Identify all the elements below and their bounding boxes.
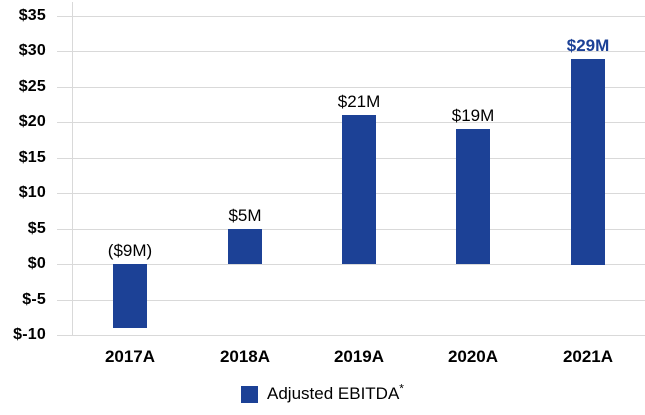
gridline-$25 [57,87,645,88]
legend-label: Adjusted EBITDA* [267,381,404,403]
value-label-2017A: ($9M) [107,241,153,260]
x-label-2021A: 2021A [562,347,614,366]
y-tick-label-$0: $0 [27,255,46,272]
y-axis-line [72,2,73,335]
y-tick-label-$-5: $-5 [22,291,46,308]
y-tick-label-$20: $20 [18,113,46,130]
bar-2018A[interactable] [228,229,262,264]
value-label-2019A: $21M [337,92,381,111]
value-label-2021A: $29M [566,36,610,55]
gridline-$0 [57,264,645,265]
gridline-$-5 [57,300,645,301]
y-tick-label-$-10: $-10 [13,326,46,343]
x-label-2020A: 2020A [447,347,499,366]
bar-2019A[interactable] [342,115,376,264]
bar-2021A[interactable] [571,59,605,265]
gridline-$30 [57,51,645,52]
y-tick-label-$35: $35 [18,7,46,24]
y-tick-label-$15: $15 [18,149,46,166]
y-tick-label-$25: $25 [18,78,46,95]
bar-2020A[interactable] [456,129,490,264]
value-label-2018A: $5M [228,206,262,225]
gridline-$35 [57,16,645,17]
y-tick-label-$10: $10 [18,184,46,201]
legend-asterisk: * [399,381,404,396]
legend-swatch [241,385,259,403]
y-tick-label-$5: $5 [27,220,46,237]
value-label-2020A: $19M [451,106,495,125]
bar-2017A[interactable] [113,264,147,328]
gridline-$-10 [57,335,645,336]
x-label-2018A: 2018A [219,347,271,366]
y-tick-label-$30: $30 [18,42,46,59]
x-label-2019A: 2019A [333,347,385,366]
legend[interactable]: Adjusted EBITDA* [0,381,645,404]
x-label-2017A: 2017A [104,347,156,366]
